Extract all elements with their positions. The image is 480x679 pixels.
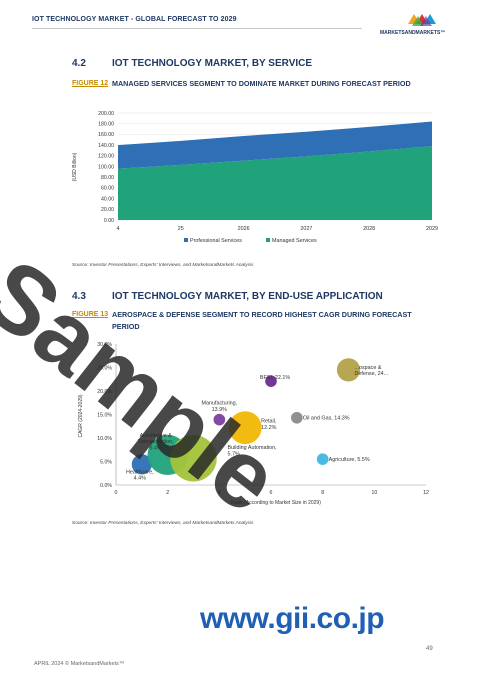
bubble-point: [213, 413, 226, 426]
bubble-y-tick-label: 20.0%: [97, 389, 112, 395]
area-x-tick-label: 4: [117, 226, 120, 232]
area-y-tick-label: 80.00: [101, 175, 114, 181]
bubble-data-label: ...ospace & Defense, 24...: [355, 365, 389, 377]
bubble-x-tick-label: 10: [371, 490, 377, 496]
service-area-chart: 0.00 20.00 40.00 60.00 80.00 100.00 120.00 140.…: [72, 111, 438, 244]
bubble-point: [170, 434, 217, 482]
footer-date: APRIL 2024 © MarketsandMarkets™: [34, 661, 125, 667]
area-y-tick-label: 180.00: [98, 122, 114, 128]
bubble-point: [316, 453, 329, 465]
area-y-tick-label: 40.00: [101, 196, 114, 202]
area-x-tick-label: 2027: [300, 226, 312, 232]
area-x-tick-label: 2026: [238, 226, 250, 232]
bubble-y-axis-label: CAGR (2024-2029): [78, 394, 84, 437]
bubble-data-label: Automotive & Transportation, 6.4%: [138, 433, 175, 451]
area-y-tick-label: 120.00: [98, 154, 114, 160]
figure-title: AEROSPACE & DEFENSE SEGMENT TO RECORD HI…: [112, 310, 412, 331]
figure12-source: Source: Investor Presentations, Experts'…: [72, 263, 254, 268]
area-y-tick-label: 140.00: [98, 143, 114, 149]
bubble-x-axis-label: Rank (According to Market Size in 2029): [231, 500, 321, 506]
bubble-point: [336, 358, 361, 382]
header-divider: [32, 28, 362, 29]
bubble-y-tick-label: 30.0%: [97, 342, 112, 348]
area-y-axis-label: (USD Billion): [72, 152, 78, 181]
bubble-y-tick-label: 5.0%: [100, 459, 112, 465]
bubble-y-tick-label: 25.0%: [97, 365, 112, 371]
bubble-data-label: BFSI, 22.1%: [260, 375, 290, 381]
bubble-data-label: Building Automation, 5.7%: [228, 445, 278, 457]
end-use-bubble-chart: Healthcare, 4.4% Automotive & Transportatio…: [78, 342, 429, 506]
bubble-point: [228, 411, 262, 445]
area-y-tick-label: 0.00: [104, 218, 114, 224]
legend-label: Managed Services: [272, 238, 317, 244]
area-y-tick-label: 60.00: [101, 186, 114, 192]
bubble-x-tick-label: 8: [321, 490, 324, 496]
figure-label: FIGURE 13: [72, 311, 109, 318]
area-y-tick-label: 160.00: [98, 132, 114, 138]
bubble-x-tick-label: 0: [115, 490, 118, 496]
bubble-x-tick-label: 2: [166, 490, 169, 496]
area-y-tick-label: 200.00: [98, 111, 114, 117]
bubble-point: [291, 411, 303, 424]
bubble-point: [265, 375, 277, 387]
area-series-0: [118, 146, 432, 220]
legend-swatch: [266, 238, 270, 242]
bubble-data-label: Healthcare, 4.4%: [126, 469, 154, 481]
legend-swatch: [184, 238, 188, 242]
bubble-x-tick-label: 4: [218, 490, 221, 496]
figure13-source: Source: Investor Presentations, Experts'…: [72, 521, 254, 526]
bubble-point: [131, 454, 152, 475]
bubble-x-tick-label: 12: [423, 490, 429, 496]
area-y-tick-label: 100.00: [98, 164, 114, 170]
report-header-title: IOT TECHNOLOGY MARKET - GLOBAL FORECAST …: [32, 16, 237, 23]
bubble-data-label: Retail, 12.2%: [261, 419, 277, 431]
gii-url-watermark: www.gii.co.jp: [200, 602, 385, 635]
area-x-tick-label: 25: [178, 226, 184, 232]
bubble-y-tick-label: 15.0%: [97, 412, 112, 418]
bubble-y-tick-label: 10.0%: [97, 436, 112, 442]
page-number: 49: [426, 646, 433, 652]
bubble-x-tick-label: 6: [270, 490, 273, 496]
bubble-data-label: Manufacturing, 13.9%: [201, 401, 237, 413]
area-x-tick-label: 2028: [363, 226, 375, 232]
section-title: IOT TECHNOLOGY MARKET, BY END-USE APPLIC…: [112, 291, 383, 302]
logo-wordmark: MARKETSANDMARKETS™: [380, 30, 446, 36]
bubble-data-label: Agriculture, 5.5%: [329, 457, 370, 463]
figure-title: MANAGED SERVICES SEGMENT TO DOMINATE MAR…: [112, 79, 411, 88]
marketsandmarkets-logo: [408, 14, 436, 26]
section-number: 4.3: [72, 291, 86, 302]
bubble-data-label: Oil and Gas, 14.3%: [303, 416, 350, 422]
figure-label: FIGURE 12: [72, 80, 109, 87]
area-x-tick-label: 2029: [426, 226, 438, 232]
area-y-tick-label: 20.00: [101, 207, 114, 213]
bubble-y-tick-label: 0.0%: [100, 483, 112, 489]
section-number: 4.2: [72, 58, 86, 69]
legend-label: Professional Services: [190, 238, 242, 244]
area-series-1: [118, 121, 432, 169]
section-title: IOT TECHNOLOGY MARKET, BY SERVICE: [112, 58, 313, 69]
